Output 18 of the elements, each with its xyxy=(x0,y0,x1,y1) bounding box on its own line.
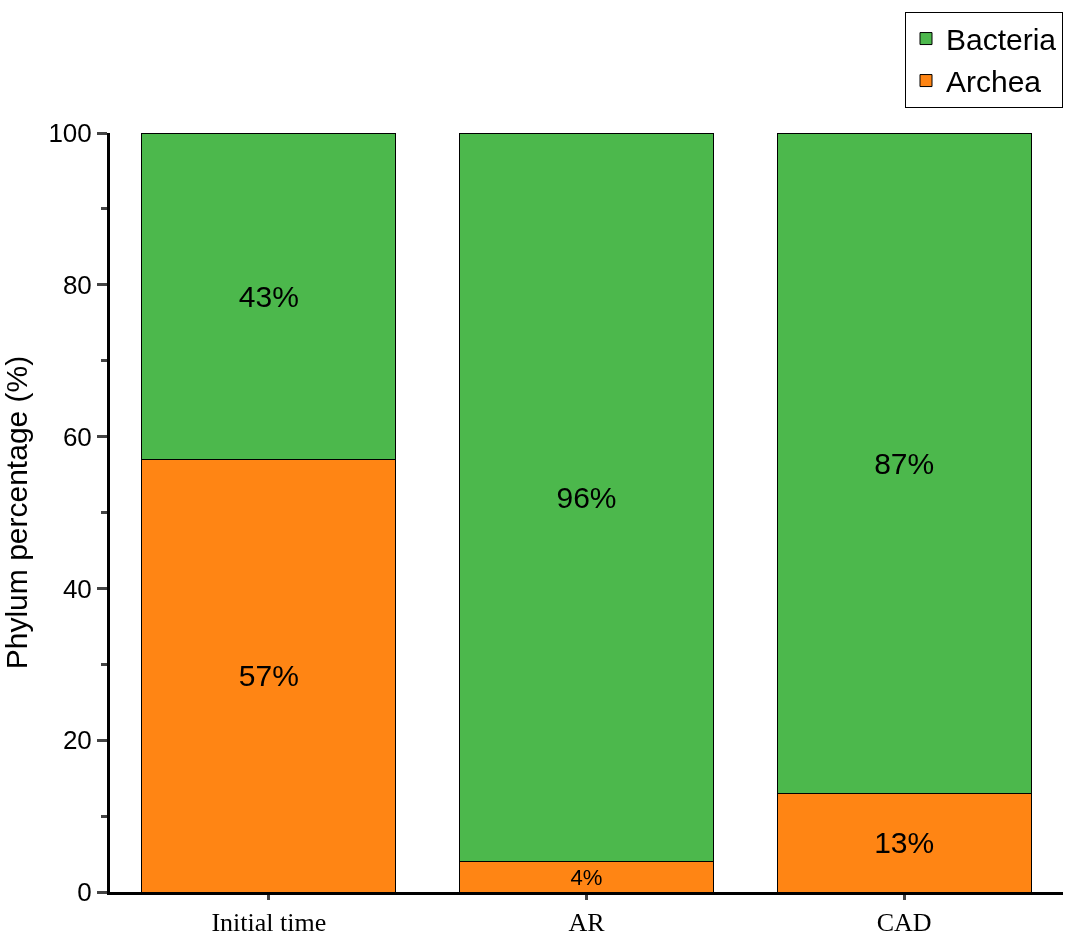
x-tick-label: CAD xyxy=(876,908,932,938)
legend-label: Archea xyxy=(946,65,1042,99)
data-label: 96% xyxy=(556,480,617,514)
y-axis-title: Phylum percentage (%) xyxy=(0,355,33,670)
data-label: 4% xyxy=(570,864,603,890)
y-tick-label: 40 xyxy=(62,573,92,604)
legend-label: Bacteria xyxy=(946,23,1057,57)
data-label: 57% xyxy=(238,659,299,693)
y-tick-label: 0 xyxy=(77,877,92,908)
y-tick-label: 60 xyxy=(62,421,92,452)
x-tick-label: AR xyxy=(568,908,606,938)
y-tick-label: 20 xyxy=(62,725,92,756)
y-tick-label: 100 xyxy=(48,118,92,149)
data-label: 87% xyxy=(874,446,935,480)
data-label: 43% xyxy=(238,279,299,313)
y-tick-label: 80 xyxy=(62,269,92,300)
x-tick-label: Initial time xyxy=(211,908,327,938)
data-label: 13% xyxy=(874,826,935,860)
